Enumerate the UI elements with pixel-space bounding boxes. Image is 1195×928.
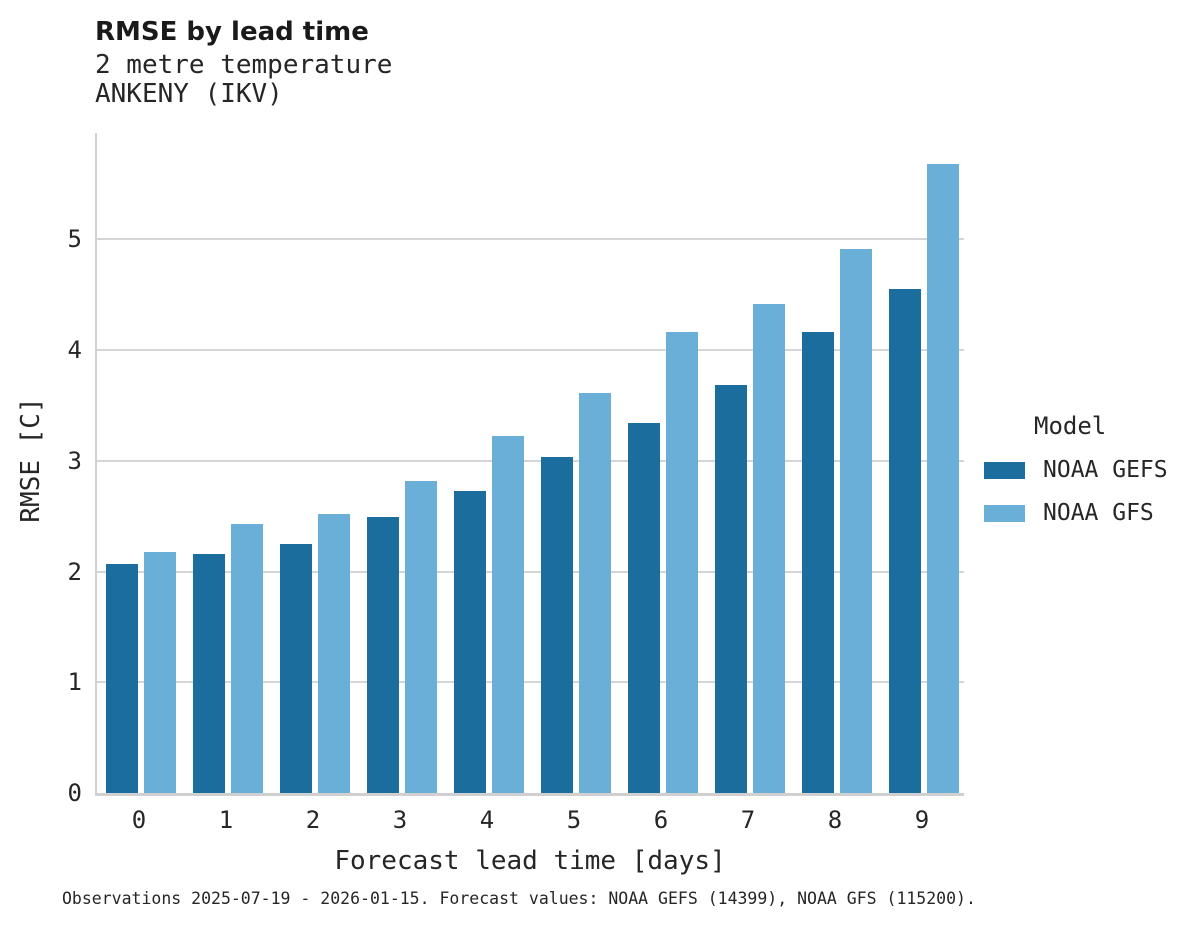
x-tick-label-2: 2 [305, 806, 321, 834]
y-tick-label-0: 0 [67, 779, 82, 807]
bar-noaa-gefs-lead-9 [889, 289, 921, 793]
legend-label-noaa-gfs: NOAA GFS [1043, 500, 1154, 526]
legend-swatch-noaa-gefs [984, 461, 1025, 479]
bar-noaa-gefs-lead-6 [628, 423, 660, 793]
bar-noaa-gefs-lead-7 [715, 385, 747, 793]
caption: Observations 2025-07-19 - 2026-01-15. Fo… [62, 889, 976, 908]
bar-noaa-gfs-lead-0 [144, 551, 176, 793]
chart-subtitle-line-2: ANKENY (IKV) [95, 79, 283, 109]
legend: Model NOAA GEFS NOAA GFS [984, 412, 1168, 526]
bar-noaa-gefs-lead-3 [367, 517, 399, 793]
x-tick-label-7: 7 [740, 806, 756, 834]
y-tick-label-1: 1 [67, 668, 82, 697]
gridline-y-3 [97, 459, 964, 462]
x-tick-label-0: 0 [131, 806, 147, 834]
bar-noaa-gefs-lead-4 [454, 490, 486, 793]
bar-noaa-gfs-lead-4 [492, 436, 524, 793]
legend-title: Model [1034, 412, 1107, 440]
legend-item-noaa-gfs: NOAA GFS [984, 500, 1168, 526]
bar-noaa-gefs-lead-5 [541, 457, 573, 793]
plot-area [95, 133, 964, 796]
bar-noaa-gfs-lead-8 [840, 249, 872, 793]
bar-noaa-gfs-lead-6 [666, 332, 698, 793]
x-tick-label-6: 6 [653, 806, 669, 834]
x-tick-label-8: 8 [827, 806, 843, 834]
chart-subtitle-line-1: 2 metre temperature [95, 50, 393, 80]
gridline-y-2 [97, 570, 964, 573]
bar-noaa-gfs-lead-5 [579, 393, 611, 793]
bar-noaa-gfs-lead-9 [927, 164, 959, 793]
bar-noaa-gefs-lead-2 [280, 543, 312, 793]
bar-noaa-gefs-lead-0 [106, 563, 138, 793]
bar-noaa-gefs-lead-1 [193, 553, 225, 793]
chart-title: RMSE by lead time [95, 17, 369, 47]
y-tick-label-5: 5 [67, 225, 82, 254]
gridline-y-5 [97, 238, 964, 241]
bar-noaa-gfs-lead-1 [231, 523, 263, 793]
bar-noaa-gfs-lead-2 [318, 513, 350, 793]
y-tick-label-4: 4 [67, 336, 82, 365]
legend-item-noaa-gefs: NOAA GEFS [984, 457, 1168, 483]
y-tick-label-2: 2 [67, 557, 82, 586]
chart-subtitle: 2 metre temperature ANKENY (IKV) [95, 51, 392, 109]
gridline-y-1 [97, 681, 964, 684]
x-tick-label-5: 5 [566, 806, 582, 834]
x-tick-label-4: 4 [479, 806, 495, 834]
bar-noaa-gfs-lead-3 [405, 480, 437, 793]
legend-label-noaa-gefs: NOAA GEFS [1043, 457, 1168, 483]
bar-noaa-gefs-lead-8 [802, 332, 834, 793]
x-tick-label-3: 3 [392, 806, 408, 834]
x-tick-label-9: 9 [914, 806, 930, 834]
y-tick-label-3: 3 [67, 446, 82, 475]
x-axis-title: Forecast lead time [days] [334, 846, 726, 876]
gridline-y-4 [97, 349, 964, 352]
x-tick-label-1: 1 [218, 806, 234, 834]
legend-swatch-noaa-gfs [984, 504, 1025, 522]
bar-noaa-gfs-lead-7 [753, 303, 785, 793]
